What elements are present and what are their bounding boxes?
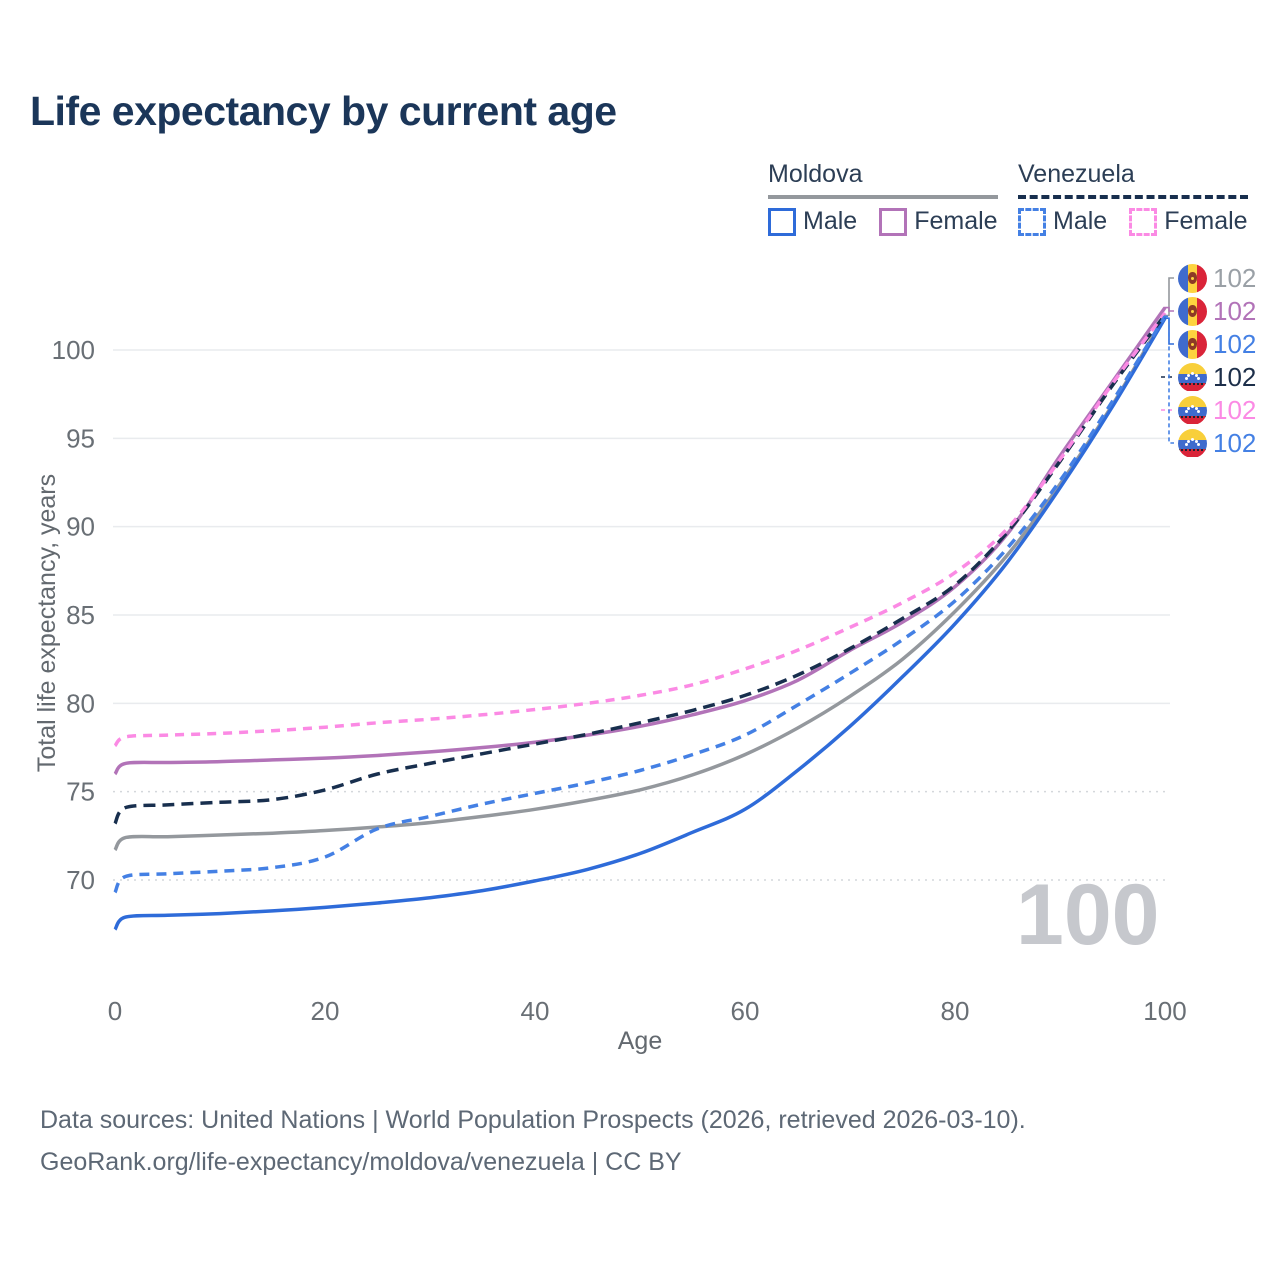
legend-country-venezuela: Venezuela bbox=[1018, 160, 1135, 188]
end-label-connector bbox=[1164, 315, 1174, 444]
end-label-connector bbox=[1164, 306, 1174, 312]
legend-item-label: Female bbox=[1164, 207, 1248, 235]
legend-item-label: Female bbox=[914, 207, 998, 235]
page-title: Life expectancy by current age bbox=[30, 88, 617, 134]
end-label-value: 102 bbox=[1213, 296, 1257, 326]
legend-item-moldova-female[interactable]: Female bbox=[879, 207, 998, 236]
end-label-row-md-female: 102 bbox=[1178, 296, 1256, 326]
venezuela-flag-icon bbox=[1178, 362, 1207, 392]
end-label-row-ve-male: 102 bbox=[1178, 428, 1256, 458]
end-label-row-md-total: 102 bbox=[1178, 263, 1256, 293]
legend-item-venezuela-male[interactable]: Male bbox=[1018, 207, 1107, 236]
end-label-row-md-male: 102 bbox=[1178, 329, 1256, 359]
legend-swatch-venezuela-male-icon bbox=[1018, 207, 1046, 236]
y-tick-label: 75 bbox=[66, 777, 95, 807]
legend-swatch-moldova-male-icon bbox=[768, 207, 796, 236]
x-tick-label: 100 bbox=[1143, 996, 1186, 1026]
venezuela-flag-icon bbox=[1178, 395, 1207, 425]
y-tick-label: 95 bbox=[66, 423, 95, 453]
moldova-flag-icon bbox=[1178, 296, 1207, 326]
x-tick-label: 0 bbox=[108, 996, 122, 1026]
venezuela-flag-icon bbox=[1178, 428, 1207, 458]
end-label-value: 102 bbox=[1213, 395, 1257, 425]
end-label-value: 102 bbox=[1213, 263, 1257, 293]
x-tick-label: 40 bbox=[521, 996, 550, 1026]
x-tick-label: 80 bbox=[941, 996, 970, 1026]
x-tick-label: 20 bbox=[311, 996, 340, 1026]
legend-group-moldova: Moldova Male Female bbox=[768, 160, 998, 236]
y-tick-label: 100 bbox=[52, 335, 95, 365]
age-counter-watermark: 100 bbox=[1016, 867, 1160, 963]
series-line-ve-female[interactable] bbox=[113, 311, 1167, 748]
legend-item-label: Male bbox=[803, 207, 858, 235]
end-label-value: 102 bbox=[1213, 329, 1257, 359]
series-line-md-total[interactable] bbox=[113, 314, 1167, 852]
legend-swatch-venezuela-female-icon bbox=[1129, 207, 1158, 236]
moldova-flag-icon bbox=[1178, 329, 1207, 359]
legend-item-label: Male bbox=[1053, 207, 1108, 235]
end-label-connector bbox=[1164, 277, 1174, 317]
data-sources-note: Data sources: United Nations | World Pop… bbox=[40, 1106, 1026, 1134]
y-tick-label: 85 bbox=[66, 600, 95, 630]
legend-group-venezuela: Venezuela Male Female bbox=[1018, 160, 1248, 236]
end-label-row-ve-female: 102 bbox=[1178, 395, 1256, 425]
y-tick-label: 70 bbox=[66, 865, 95, 895]
legend-item-moldova-male[interactable]: Male bbox=[768, 207, 857, 236]
series-line-ve-total[interactable] bbox=[113, 313, 1167, 825]
legend-swatch-moldova-female-icon bbox=[879, 207, 908, 236]
y-tick-label: 90 bbox=[66, 512, 95, 542]
attribution-link: GeoRank.org/life-expectancy/moldova/vene… bbox=[40, 1148, 682, 1176]
end-label-row-ve-total: 102 bbox=[1178, 362, 1256, 392]
x-tick-label: 60 bbox=[731, 996, 760, 1026]
end-label-value: 102 bbox=[1213, 428, 1257, 458]
series-line-ve-male[interactable] bbox=[113, 315, 1167, 894]
y-tick-label: 80 bbox=[66, 688, 95, 718]
legend-line-sample-moldova bbox=[768, 195, 998, 199]
end-label-connector bbox=[1164, 317, 1174, 345]
y-axis-title: Total life expectancy, years bbox=[33, 473, 61, 773]
moldova-flag-icon bbox=[1178, 263, 1207, 293]
series-line-md-male[interactable] bbox=[113, 317, 1167, 931]
end-label-value: 102 bbox=[1213, 362, 1257, 392]
x-axis-title: Age bbox=[617, 1027, 663, 1055]
legend-item-venezuela-female[interactable]: Female bbox=[1129, 207, 1248, 236]
legend-line-sample-venezuela bbox=[1018, 195, 1248, 199]
legend-country-moldova: Moldova bbox=[768, 160, 863, 188]
series-line-md-female[interactable] bbox=[113, 306, 1167, 776]
